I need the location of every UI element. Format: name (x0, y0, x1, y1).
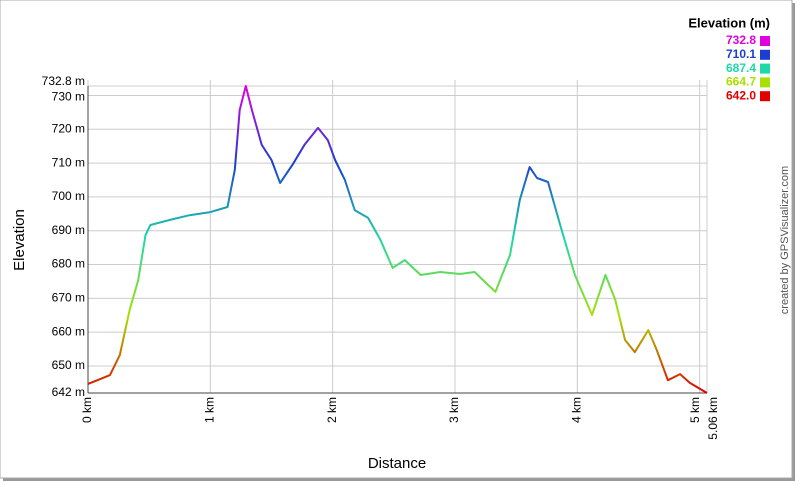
x-tick-label: 0 km (80, 397, 94, 423)
x-tick-label: 4 km (569, 397, 583, 423)
y-axis-label: Elevation (11, 209, 28, 271)
legend-label: 687.4 (726, 61, 756, 75)
y-tick-label: 710 m (52, 155, 85, 169)
x-tick-label: 5 km (688, 397, 702, 423)
legend-swatch (760, 63, 770, 74)
y-tick-label: 732.8 m (42, 74, 85, 88)
y-tick-label: 670 m (52, 291, 85, 305)
x-tick-label: 5.06 km (706, 397, 720, 440)
legend-swatch (760, 49, 770, 60)
legend-label: 664.7 (726, 75, 756, 89)
legend-title: Elevation (m) (688, 15, 770, 30)
y-tick-label: 650 m (52, 358, 85, 372)
x-axis-label: Distance (368, 455, 426, 472)
legend-label: 710.1 (726, 47, 756, 61)
y-tick-label: 642 m (52, 385, 85, 399)
legend-label: 732.8 (726, 33, 756, 47)
y-tick-label: 680 m (52, 257, 85, 271)
x-tick-label: 3 km (447, 397, 461, 423)
frame (0, 0, 793, 479)
y-tick-label: 690 m (52, 223, 85, 237)
x-tick-label: 2 km (325, 397, 339, 423)
legend-swatch (760, 77, 770, 88)
y-tick-label: 720 m (52, 121, 85, 135)
elevation-line (87, 85, 708, 394)
legend-swatch (760, 36, 770, 46)
y-tick-label: 660 m (52, 324, 85, 338)
x-tick-label: 1 km (203, 397, 217, 423)
y-tick-label: 700 m (52, 189, 85, 203)
legend-label: 642.0 (726, 88, 756, 102)
legend-swatch (760, 91, 770, 102)
y-tick-label: 730 m (52, 90, 85, 104)
credit: created by GPSVisualizer.com (779, 166, 791, 314)
